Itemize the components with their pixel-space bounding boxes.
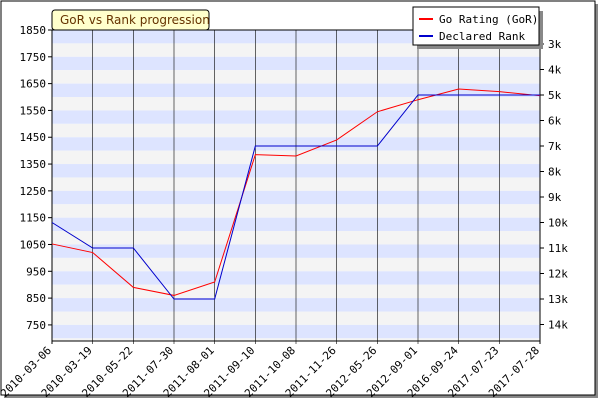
left-tick-label: 1750 bbox=[20, 51, 47, 64]
legend: Go Rating (GoR) Declared Rank bbox=[412, 6, 543, 49]
series-line-gor bbox=[51, 88, 541, 296]
right-tick-label: 14k bbox=[548, 319, 568, 332]
chart-title-box: GoR vs Rank progression bbox=[51, 9, 210, 31]
left-tick-label: 1650 bbox=[20, 78, 47, 91]
right-tick-label: 11k bbox=[548, 242, 568, 255]
left-tick-label: 950 bbox=[26, 265, 46, 278]
right-tick-label: 10k bbox=[548, 217, 568, 230]
left-tick-label: 1450 bbox=[20, 131, 47, 144]
left-tick-label: 1550 bbox=[20, 104, 47, 117]
left-axis: 750 850 950 1050 1150 1250 1350 1450 1550 1650 175… bbox=[20, 24, 52, 332]
right-tick-label: 8k bbox=[548, 166, 562, 179]
right-tick-label: 3k bbox=[548, 38, 562, 51]
right-tick-label: 12k bbox=[548, 268, 568, 281]
right-tick-label: 4k bbox=[548, 64, 562, 77]
left-tick-label: 1250 bbox=[20, 185, 47, 198]
left-tick-label: 1850 bbox=[20, 24, 47, 37]
right-tick-label: 5k bbox=[548, 89, 562, 102]
legend-label-gor: Go Rating (GoR) bbox=[439, 13, 538, 26]
right-tick-label: 9k bbox=[548, 191, 562, 204]
left-tick-label: 750 bbox=[26, 319, 46, 332]
series-line-rank bbox=[51, 94, 540, 300]
right-tick-label: 6k bbox=[548, 115, 562, 128]
left-tick-label: 1150 bbox=[20, 212, 47, 225]
left-tick-label: 1050 bbox=[20, 238, 47, 251]
right-tick-label: 13k bbox=[548, 293, 568, 306]
left-tick-label: 850 bbox=[26, 292, 46, 305]
left-tick-label: 1350 bbox=[20, 158, 47, 171]
right-axis: 3k 4k 5k 6k 7k 8k 9k 10k 11k 12k 13k 14k bbox=[540, 38, 568, 332]
chart-title: GoR vs Rank progression bbox=[60, 13, 210, 27]
right-tick-label: 7k bbox=[548, 140, 562, 153]
legend-label-rank: Declared Rank bbox=[439, 30, 525, 43]
